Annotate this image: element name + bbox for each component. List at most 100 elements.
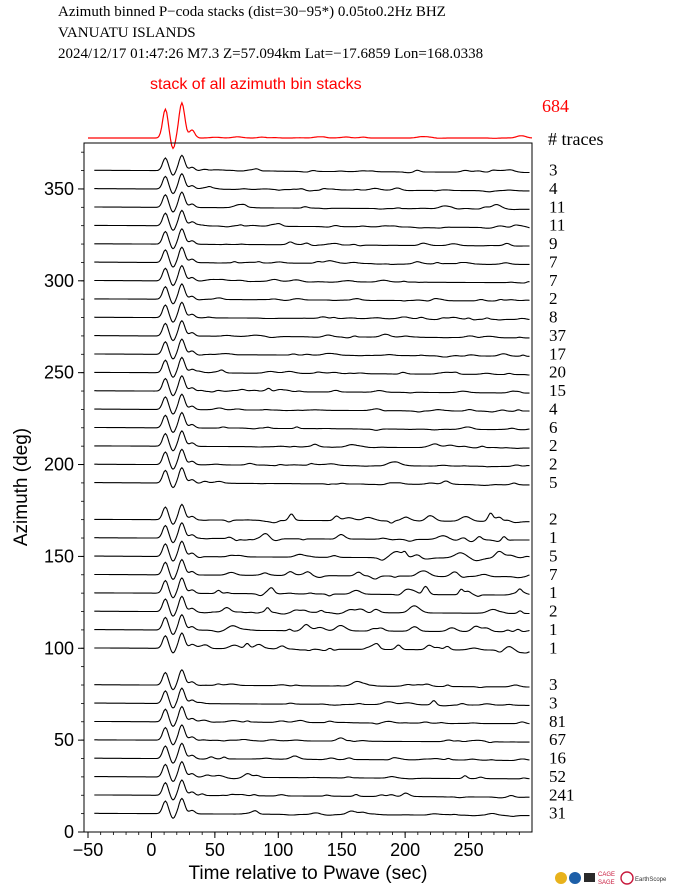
trace-count-label: 1: [549, 528, 558, 547]
x-axis-label: Time relative to Pwave (sec): [189, 863, 428, 884]
trace-count-label: 9: [549, 234, 558, 253]
y-axis: 0 50 100 150 200 250 300 350: [44, 151, 84, 842]
agency-logo-icon: [584, 873, 595, 882]
trace-count-label: 5: [549, 546, 558, 565]
region-name: VANUATU ISLANDS: [58, 25, 196, 41]
sage-logo-text: SAGE: [598, 880, 615, 886]
y-tick-label: 50: [54, 730, 74, 750]
x-tick-label: 0: [146, 840, 156, 860]
azimuth-trace: [94, 724, 530, 746]
trace-count-label: 37: [549, 326, 567, 345]
trace-count-label: 7: [549, 565, 558, 584]
globe-logo-icon: [555, 872, 567, 884]
trace-count-label: 7: [549, 252, 558, 271]
azimuth-trace: [94, 540, 530, 562]
y-tick-label: 100: [44, 638, 74, 658]
azimuth-trace: [94, 613, 530, 636]
earthscope-logo-text: EarthScope: [635, 877, 667, 883]
azimuth-trace: [94, 687, 530, 709]
logo-strip: CAGE SAGE EarthScope: [555, 871, 667, 886]
azimuth-trace: [94, 466, 530, 489]
summary-stack-label: stack of all azimuth bin stacks: [150, 76, 362, 93]
trace-count-label: 52: [549, 767, 566, 786]
plot-frame: [83, 142, 533, 833]
trace-count-label: 16: [549, 749, 566, 768]
azimuth-trace: [94, 705, 530, 728]
trace-count-label: 20: [549, 363, 566, 382]
x-tick-label: 50: [205, 840, 225, 860]
azimuth-trace: [94, 668, 530, 691]
azimuth-trace: [94, 577, 530, 599]
azimuth-trace: [94, 154, 530, 176]
azimuth-trace: [94, 503, 530, 526]
azimuth-trace: [94, 227, 530, 250]
trace-count-label: 11: [549, 197, 565, 216]
trace-count-label: 31: [549, 804, 566, 823]
trace-count-label: 8: [549, 308, 558, 327]
trace-count-label: 3: [549, 693, 558, 712]
azimuth-trace: [94, 411, 530, 434]
summary-trace-count: 684: [542, 96, 569, 116]
azimuth-trace: [94, 264, 530, 287]
trace-count-label: 4: [549, 179, 558, 198]
azimuth-trace: [94, 760, 530, 783]
azimuth-trace: [94, 356, 530, 379]
trace-count-label: 2: [549, 436, 558, 455]
x-tick-label: 250: [454, 840, 484, 860]
x-tick-label: 150: [327, 840, 357, 860]
azimuth-trace: [94, 797, 530, 820]
chart-title: Azimuth binned P−coda stacks (dist=30−95…: [58, 4, 446, 20]
trace-count-group: 3411119772837172015462252157121133816716…: [549, 161, 575, 823]
azimuth-trace: [94, 558, 530, 581]
event-info: 2024/12/17 01:47:26 M7.3 Z=57.094km Lat=…: [58, 46, 483, 62]
trace-count-label: 2: [549, 455, 558, 474]
azimuth-trace: [94, 301, 530, 323]
azimuth-trace: [94, 742, 530, 764]
earthscope-logo-icon: [620, 871, 634, 885]
azimuth-trace: [94, 283, 530, 305]
trace-count-label: 5: [549, 473, 558, 492]
traces-column-header: # traces: [548, 129, 603, 149]
azimuth-trace: [94, 393, 530, 415]
trace-count-label: 11: [549, 216, 565, 235]
azimuth-trace: [94, 595, 530, 617]
trace-count-label: 6: [549, 418, 558, 437]
x-tick-label: −50: [73, 840, 104, 860]
azimuth-trace: [94, 632, 530, 654]
y-tick-label: 150: [44, 546, 74, 566]
trace-count-label: 2: [549, 602, 558, 621]
trace-count-label: 4: [549, 399, 558, 418]
trace-count-label: 3: [549, 161, 558, 180]
azimuth-trace: [94, 319, 530, 342]
y-tick-label: 200: [44, 455, 74, 475]
azimuth-trace: [94, 779, 530, 801]
azimuth-trace: [94, 521, 530, 544]
y-tick-label: 250: [44, 363, 74, 383]
trace-group: [94, 154, 530, 820]
trace-count-label: 15: [549, 381, 566, 400]
azimuth-trace: [94, 209, 530, 231]
azimuth-trace: [94, 430, 530, 452]
trace-count-label: 1: [549, 638, 558, 657]
trace-count-label: 81: [549, 712, 566, 731]
trace-count-label: 241: [549, 785, 575, 804]
trace-count-label: 3: [549, 675, 558, 694]
azimuth-trace: [94, 172, 530, 195]
azimuth-trace: [94, 246, 530, 268]
azimuth-trace: [94, 338, 530, 360]
y-tick-label: 0: [64, 822, 74, 842]
trace-count-label: 2: [549, 289, 558, 308]
cage-logo-text: CAGE: [598, 872, 615, 878]
trace-count-label: 2: [549, 510, 558, 529]
azimuth-trace: [94, 191, 530, 213]
nsf-logo-icon: [569, 872, 581, 884]
summary-stack-trace: [88, 101, 533, 150]
azimuth-trace: [94, 374, 530, 397]
trace-count-label: 67: [549, 730, 567, 749]
y-tick-label: 300: [44, 271, 74, 291]
x-tick-label: 100: [263, 840, 293, 860]
azimuth-trace: [94, 448, 530, 470]
trace-count-label: 1: [549, 620, 558, 639]
trace-count-label: 7: [549, 271, 558, 290]
